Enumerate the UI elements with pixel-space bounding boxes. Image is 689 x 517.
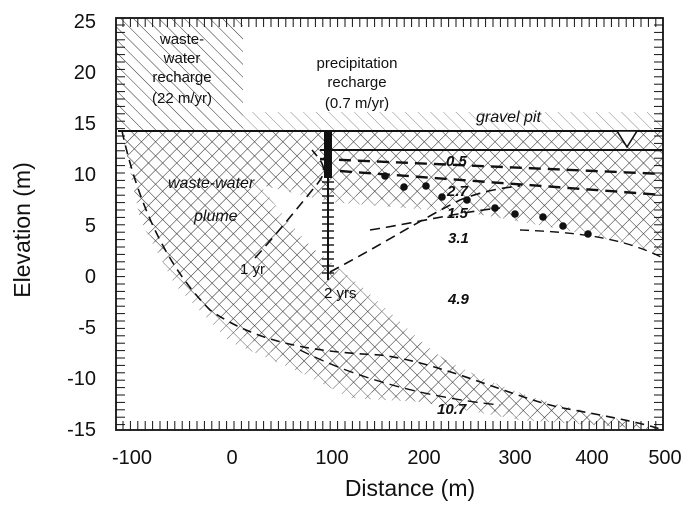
contour-1yr (254, 149, 325, 259)
plume-top-boundary (519, 229, 664, 259)
observation-well-casing (324, 130, 332, 178)
y-tick-label: 25 (74, 11, 96, 33)
plume-label-line2: plume (193, 208, 238, 225)
contour-10-7 (299, 349, 501, 406)
sampling-point (584, 230, 592, 238)
y-tick-label: 20 (74, 62, 96, 84)
unsaturated-zone-strip (243, 112, 663, 130)
value-label: 10.7 (437, 401, 467, 418)
sampling-point (559, 222, 567, 230)
y-axis-title: Elevation (m) (9, 162, 35, 297)
y-tick-label: 5 (85, 215, 96, 237)
x-tick-label: 0 (226, 447, 237, 469)
gravel-pit-label: gravel pit (476, 109, 541, 126)
precip-recharge-line: (0.7 m/yr) (325, 95, 389, 112)
value-label: 3.1 (448, 230, 469, 247)
contour-values: 0.5 2.7 1.5 3.1 4.9 10.7 (437, 153, 470, 418)
precip-recharge-line: recharge (327, 74, 386, 91)
sampling-point (422, 182, 430, 190)
sampling-points (381, 172, 592, 238)
x-tick-label: 500 (648, 447, 681, 469)
x-tick-label: -100 (112, 447, 152, 469)
plume-main-fill (122, 131, 663, 430)
value-label: 2.7 (446, 183, 469, 200)
sampling-point (381, 172, 389, 180)
y-tick-label: -15 (67, 419, 96, 441)
wastewater-recharge-line: (22 m/yr) (152, 90, 212, 107)
plume-label-line1: waste-water (168, 175, 255, 192)
wastewater-recharge-line: recharge (152, 69, 211, 86)
travel-time-line-05 (319, 157, 664, 176)
water-table-marker-icon (615, 130, 639, 149)
wastewater-recharge-zone (116, 18, 243, 130)
value-label: 1.5 (447, 205, 469, 222)
sampling-point (511, 210, 519, 218)
x-tick-label: 400 (575, 447, 608, 469)
sampling-point (491, 204, 499, 212)
y-tick-label: -5 (78, 317, 96, 339)
y-tick-label: 0 (85, 266, 96, 288)
contour-2yrs (329, 185, 521, 273)
wastewater-recharge-line: waste- (159, 31, 204, 48)
well-ticks (322, 181, 334, 274)
wastewater-recharge-label: waste- water recharge (22 m/yr) (152, 31, 212, 107)
y-tick-label: 15 (74, 113, 96, 135)
sampling-point (463, 196, 471, 204)
y-tick-labels: 25 20 15 10 5 0 -5 -10 -15 (67, 11, 96, 441)
travel-time-line-27 (339, 169, 664, 197)
sampling-point (539, 213, 547, 221)
value-label: 0.5 (446, 153, 468, 170)
y-tick-label: 10 (74, 164, 96, 186)
wastewater-recharge-line: water (163, 50, 201, 67)
x-tick-label: 300 (498, 447, 531, 469)
value-label: 4.9 (447, 291, 470, 308)
x-tick-label: 100 (315, 447, 348, 469)
sampling-point (400, 183, 408, 191)
one-year-label: 1 yr (240, 261, 265, 278)
precipitation-recharge-label: precipitation recharge (0.7 m/yr) (317, 55, 398, 112)
x-tick-labels: -100 0 100 200 300 400 500 (112, 447, 682, 469)
y-tick-label: -10 (67, 368, 96, 390)
frame-ticks (116, 18, 663, 430)
two-years-label: 2 yrs (324, 285, 357, 302)
x-axis-title: Distance (m) (345, 475, 475, 501)
contour-3-1 (369, 207, 501, 231)
precip-recharge-line: precipitation (317, 55, 398, 72)
plume-boundary (121, 130, 664, 431)
x-tick-label: 200 (407, 447, 440, 469)
sampling-point (438, 193, 446, 201)
